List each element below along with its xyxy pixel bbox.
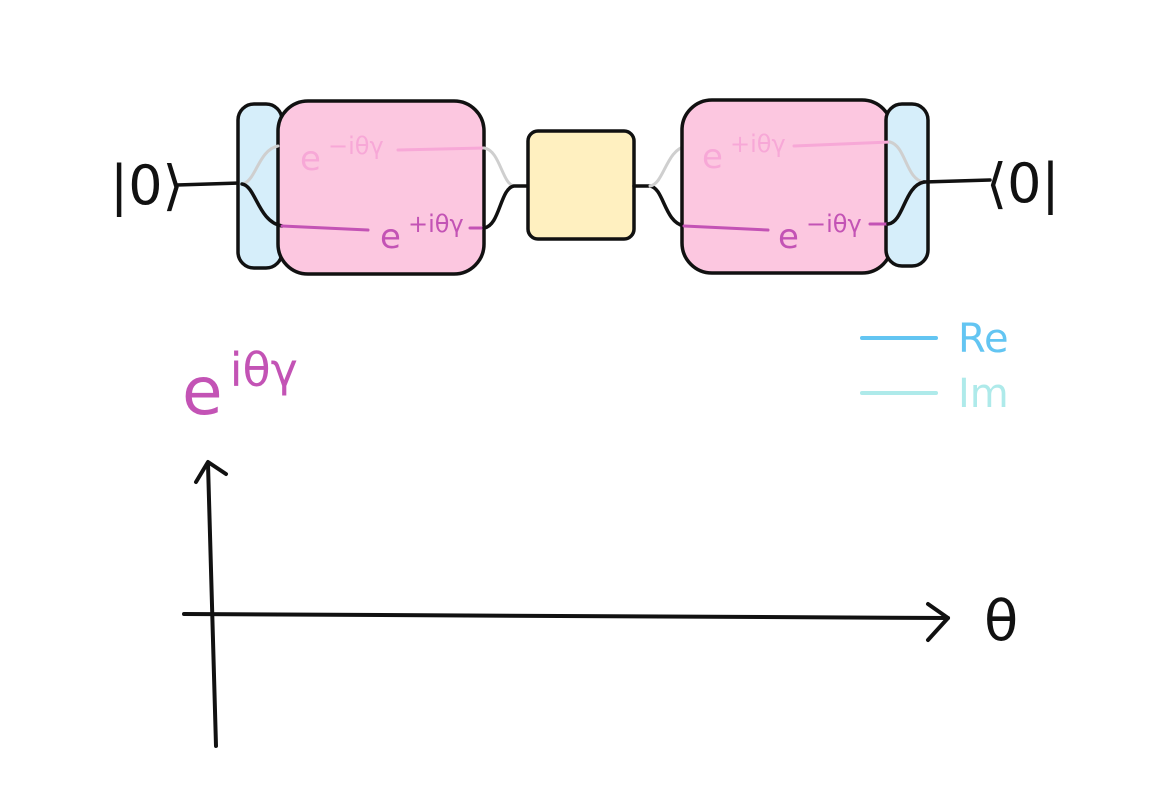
y-axis — [206, 462, 218, 748]
right-split-lower-wire — [632, 184, 686, 228]
bra-zero: ⟨0| — [986, 152, 1060, 215]
x-axis-arrowhead — [926, 602, 950, 642]
left-split-upper-wire — [240, 144, 280, 186]
left-merge-upper-wire — [482, 146, 516, 188]
left-split-lower-wire — [240, 182, 284, 228]
right-lower-line — [682, 224, 770, 232]
left-upper-line — [396, 146, 486, 152]
input-wire — [175, 181, 242, 187]
ket-zero: |0⟩ — [110, 154, 184, 217]
output-wire — [922, 178, 992, 184]
right-upper-line — [792, 140, 892, 148]
yellow-box — [526, 129, 636, 241]
right-upper-phase: e +iθγ — [702, 130, 786, 177]
left-merge-lower-wire — [482, 184, 532, 230]
left-lower-line — [280, 224, 370, 232]
legend-re-label: Re — [958, 316, 1009, 362]
legend: Re Im — [860, 316, 1009, 417]
x-axis-label: θ — [984, 589, 1018, 654]
circuit: |0⟩ e −iθγ e +iθγ — [110, 98, 1060, 276]
left-upper-phase: e −iθγ — [300, 132, 384, 179]
y-axis-arrowhead — [194, 460, 228, 484]
x-axis — [182, 612, 950, 620]
left-pink-box — [276, 99, 486, 276]
plot-title: e iθγ — [182, 343, 298, 430]
right-merge-lower-wire — [886, 180, 926, 226]
right-merge-upper-wire — [888, 140, 926, 184]
plot: e iθγ Re Im θ — [182, 316, 1018, 748]
legend-im-label: Im — [958, 371, 1009, 417]
right-lower-phase: e −iθγ — [778, 210, 862, 257]
left-lower-phase: e +iθγ — [380, 210, 464, 257]
right-blue-box — [884, 102, 930, 268]
